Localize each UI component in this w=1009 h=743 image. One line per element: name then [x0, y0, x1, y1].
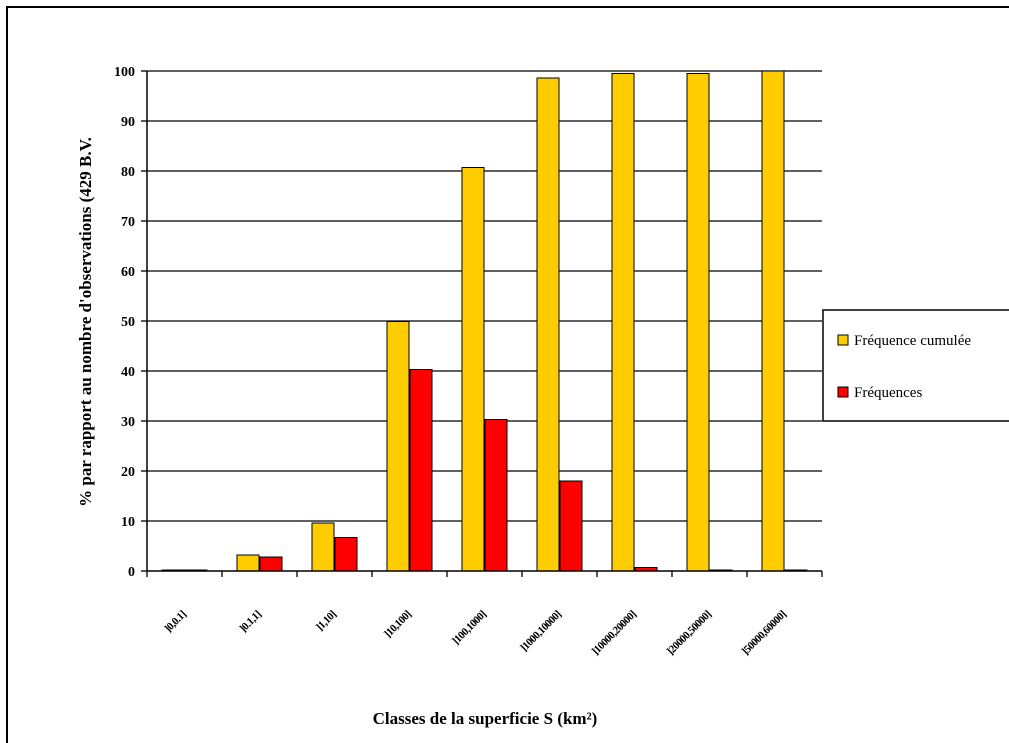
legend-swatch-frequencies	[837, 386, 849, 398]
x-tick-label: ]0,0.1]	[162, 609, 188, 635]
y-tick-labels: 0 10 20 30 40 50 60 70 80 90 100	[114, 65, 135, 580]
x-tick-label: ]10000,20000]	[590, 609, 639, 658]
y-tick-label: 100	[114, 65, 135, 80]
x-tick-labels: ]0,0.1] ]0.1,1] ]1,10] ]10,100] ]100,1000] ]1…	[162, 609, 788, 658]
legend: Fréquence cumulée Fréquences	[822, 309, 1009, 422]
x-tick-label: ]1000,10000]	[518, 609, 564, 655]
x-tick-label: ]1,10]	[314, 609, 339, 634]
y-tick-label: 80	[121, 165, 135, 180]
bar-cumulative-1	[236, 554, 260, 572]
legend-box	[822, 309, 1009, 422]
bar-frequency-2	[334, 537, 358, 572]
bar-frequency-5	[559, 480, 583, 572]
x-axis-title: Classes de la superficie S (km²)	[373, 709, 598, 728]
bar-cumulative-7	[686, 73, 710, 572]
y-tick-label: 20	[121, 465, 135, 480]
bar-cumulative-4	[461, 167, 485, 572]
legend-label-frequencies: Fréquences	[854, 385, 922, 401]
x-tick-label: ]0.1,1]	[237, 609, 263, 635]
legend-swatch-cumulative	[837, 334, 849, 346]
y-tick-label: 0	[128, 565, 135, 580]
legend-label-cumulative: Fréquence cumulée	[854, 333, 971, 349]
bar-cumulative-8	[761, 70, 785, 572]
bar-cumulative-5	[536, 77, 560, 572]
bar-frequency-1	[259, 556, 283, 572]
bar-cumulative-6	[611, 73, 635, 572]
y-tick-label: 90	[121, 115, 135, 130]
x-tick-label: ]10,100]	[382, 609, 414, 641]
y-tick-label: 30	[121, 415, 135, 430]
y-tick-label: 40	[121, 365, 135, 380]
bar-cumulative-3	[386, 321, 410, 572]
y-tick-label: 70	[121, 215, 135, 230]
x-tick-label: ]100,1000]	[450, 609, 489, 648]
axes	[141, 70, 823, 577]
x-tick-label: ]50000,60000]	[740, 609, 789, 658]
y-tick-label: 10	[121, 515, 135, 530]
y-tick-label: 50	[121, 315, 135, 330]
bar-cumulative-2	[311, 522, 335, 572]
bar-frequency-4	[484, 419, 508, 572]
x-tick-label: ]20000,50000]	[665, 609, 714, 658]
y-axis-title: % par rapport au nombre d'observations (…	[76, 137, 95, 507]
y-tick-label: 60	[121, 265, 135, 280]
bars	[161, 70, 808, 572]
bar-frequency-3	[409, 369, 433, 572]
